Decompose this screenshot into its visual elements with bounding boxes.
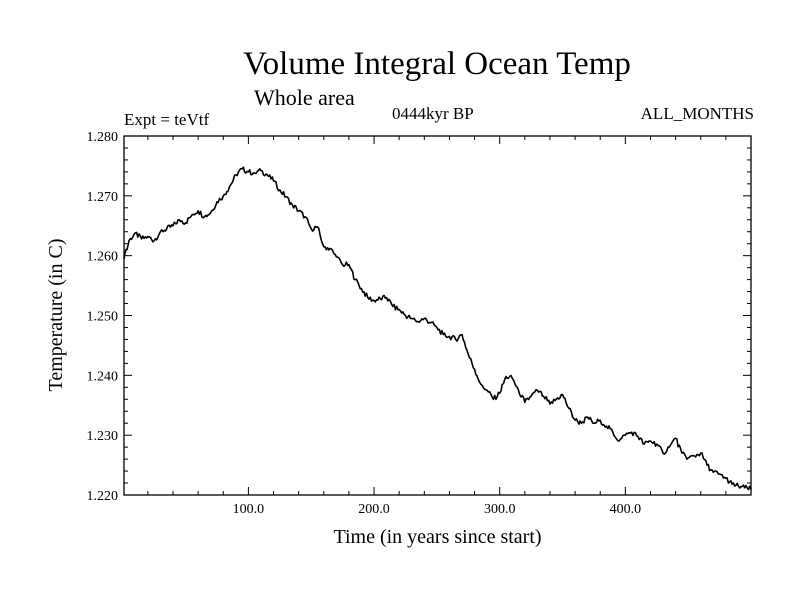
chart-subtitle: Whole area: [254, 85, 355, 110]
series-line: [123, 166, 752, 491]
y-tick-label: 1.280: [87, 130, 119, 145]
y-tick-label: 1.260: [87, 250, 119, 265]
x-tick-label: 100.0: [233, 502, 265, 517]
y-tick-label: 1.270: [87, 190, 119, 205]
plot-frame: [123, 135, 752, 496]
x-tick-label: 200.0: [358, 502, 390, 517]
x-tick-label: 400.0: [610, 502, 642, 517]
x-axis-label: Time (in years since start): [333, 526, 542, 548]
ticks-layer: [124, 135, 751, 496]
experiment-label: Expt = teVtf: [124, 110, 210, 129]
months-label: ALL_MONTHS: [640, 104, 754, 123]
y-tick-label: 1.230: [87, 429, 119, 444]
tick-labels-layer: 100.0 200.0 300.0 400.0 1.220 1.230 1.240 1.250…: [87, 130, 642, 517]
period-label: 0444kyr BP: [392, 104, 474, 123]
y-tick-label: 1.220: [87, 489, 119, 504]
chart-title: Volume Integral Ocean Temp: [243, 46, 631, 82]
x-tick-label: 300.0: [484, 502, 516, 517]
y-tick-label: 1.250: [87, 310, 119, 325]
y-tick-label: 1.240: [87, 369, 119, 384]
